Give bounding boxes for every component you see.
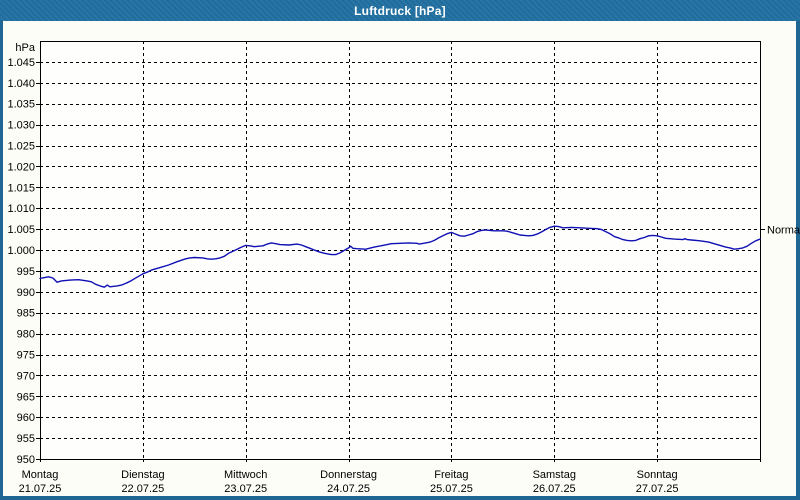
y-tick-label: 970 (17, 370, 35, 382)
window-title: Luftdruck [hPa] (354, 3, 446, 18)
y-tick-label: 985 (17, 308, 35, 320)
window-border-right (796, 21, 800, 500)
y-axis-labels: 950 955 960 965 970 975 980 985 990 995 1.000 1.005… (7, 42, 35, 466)
window-titlebar: Luftdruck [hPa] (0, 0, 800, 21)
x-day-name-label: Samstag (533, 469, 576, 481)
y-tick-label: 1.045 (7, 57, 35, 69)
x-day-name-label: Mittwoch (224, 469, 267, 481)
y-tick-label: 1.000 (7, 245, 35, 257)
normal-marker-label: Normal (767, 225, 800, 237)
y-tick-label: 1.005 (7, 224, 35, 236)
plot-frame (40, 41, 761, 460)
y-tick-label: 980 (17, 329, 35, 341)
window-border-left (0, 21, 3, 500)
y-axis-unit-label: hPa (15, 42, 35, 54)
y-tick-label: 960 (17, 412, 35, 424)
x-day-name-label: Montag (22, 469, 59, 481)
y-tick-label: 1.025 (7, 141, 35, 153)
y-tick-label: 1.035 (7, 99, 35, 111)
x-day-date-label: 21.07.25 (19, 483, 62, 495)
y-tick-label: 1.010 (7, 203, 35, 215)
y-tick-label: 990 (17, 287, 35, 299)
gridlines (40, 41, 760, 459)
x-day-date-label: 26.07.25 (533, 483, 576, 495)
y-tick-label: 995 (17, 266, 35, 278)
y-tick-label: 1.030 (7, 120, 35, 132)
y-tick-label: 1.040 (7, 78, 35, 90)
x-day-name-label: Donnerstag (320, 469, 377, 481)
y-tick-label: 975 (17, 350, 35, 362)
y-tick-label: 955 (17, 433, 35, 445)
x-day-date-label: 27.07.25 (636, 483, 679, 495)
x-day-date-label: 25.07.25 (430, 483, 473, 495)
window-border-bottom (0, 496, 800, 500)
x-day-date-label: 23.07.25 (224, 483, 267, 495)
pressure-curve (39, 225, 761, 288)
y-tick-label: 965 (17, 391, 35, 403)
x-day-name-label: Sonntag (637, 469, 678, 481)
x-day-date-label: 24.07.25 (327, 483, 370, 495)
y-tick-label: 950 (17, 454, 35, 466)
axis-ticks (36, 62, 761, 462)
y-tick-label: 1.020 (7, 161, 35, 173)
x-day-name-label: Dienstag (121, 469, 164, 481)
x-day-name-label: Freitag (434, 469, 468, 481)
x-axis-labels: Montag 21.07.25 Dienstag 22.07.25 Mittwoch 23… (19, 469, 679, 495)
x-day-date-label: 22.07.25 (121, 483, 164, 495)
y-tick-label: 1.015 (7, 182, 35, 194)
